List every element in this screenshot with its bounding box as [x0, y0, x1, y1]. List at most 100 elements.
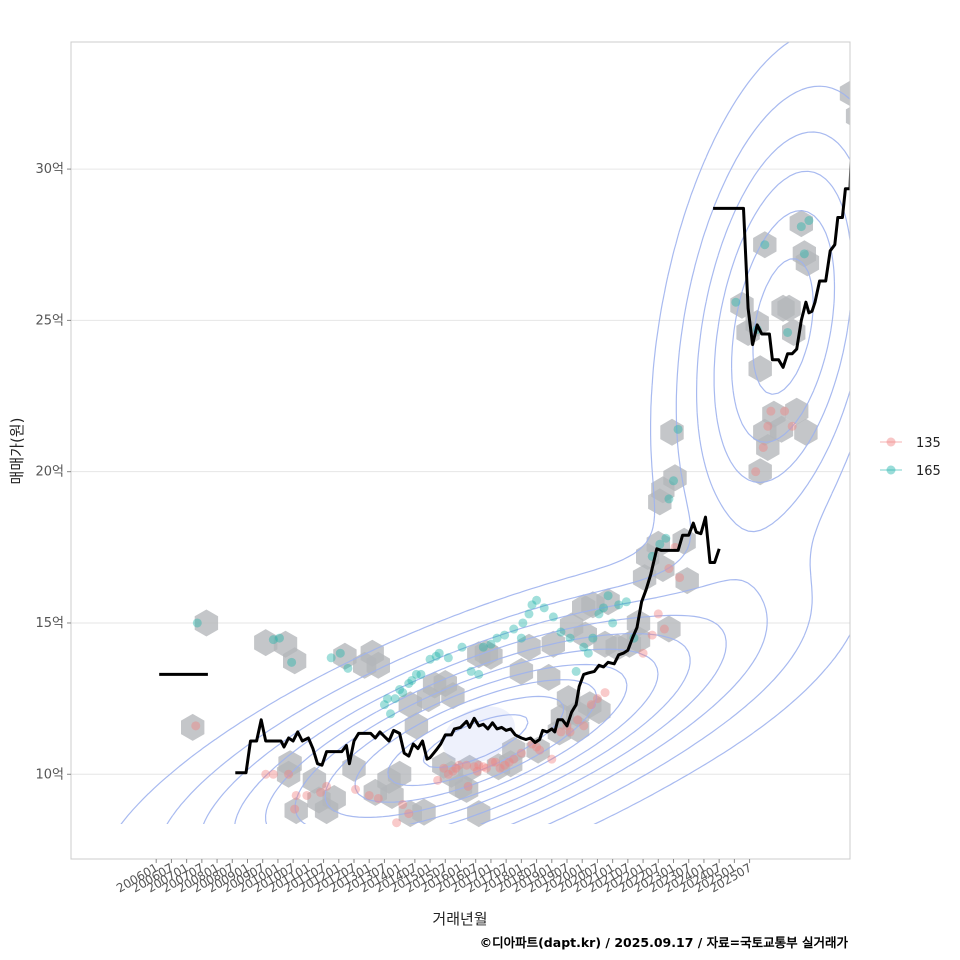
point-165	[509, 624, 519, 634]
density-contour	[354, 679, 598, 803]
hexbin-cell	[283, 647, 307, 675]
point-165	[382, 694, 392, 704]
point-135	[478, 762, 488, 772]
point-135	[516, 748, 526, 758]
point-165	[664, 494, 674, 504]
point-165	[390, 694, 400, 704]
y-tick-label: 15억	[35, 616, 64, 631]
hexbin-cell	[839, 80, 850, 107]
point-135	[463, 781, 473, 791]
point-135	[766, 406, 776, 416]
point-165	[516, 633, 526, 643]
hexbin-cell	[587, 697, 611, 725]
hexbin-cell	[194, 609, 219, 637]
density-contour	[265, 210, 836, 824]
point-135	[351, 784, 361, 794]
point-165	[804, 216, 814, 226]
x-axis-ticks: 2006012006072007012007072008012008072009…	[114, 859, 754, 896]
density-core	[442, 706, 515, 764]
point-135	[364, 790, 374, 800]
point-135	[758, 442, 768, 452]
point-165	[274, 633, 284, 643]
legend-label-165: 165	[916, 464, 941, 479]
point-135	[675, 573, 685, 583]
point-165	[621, 597, 631, 607]
legend: 135 165	[880, 436, 941, 479]
point-165	[850, 89, 859, 98]
point-135	[647, 630, 657, 640]
point-165	[474, 669, 484, 679]
point-165	[783, 327, 793, 337]
point-135	[638, 648, 648, 658]
point-165	[579, 642, 589, 652]
legend-key-dot-135	[886, 437, 896, 447]
point-135	[532, 742, 542, 752]
point-135	[268, 769, 278, 779]
point-165	[425, 654, 435, 664]
point-135	[474, 760, 484, 770]
hexbin-cell	[284, 797, 308, 825]
point-135	[573, 715, 583, 725]
hexbin-cell	[573, 621, 597, 649]
point-135	[659, 624, 669, 634]
point-135	[439, 763, 449, 773]
point-165	[395, 685, 405, 695]
point-135	[579, 721, 589, 731]
point-135	[495, 763, 505, 773]
point-135	[443, 769, 453, 779]
legend-key-dot-165	[886, 465, 896, 475]
point-135	[469, 762, 479, 772]
point-135	[547, 754, 557, 764]
point-135	[763, 421, 773, 431]
point-165	[760, 240, 770, 250]
hexbin-cell	[777, 294, 801, 322]
hexbin-cell	[795, 249, 820, 277]
hexbin-cell	[181, 713, 205, 741]
point-165	[326, 653, 336, 663]
point-135	[302, 790, 312, 800]
y-axis-ticks: 10억 15억 20억 25억 30억	[35, 162, 71, 782]
point-165	[268, 635, 278, 645]
point-165	[492, 633, 502, 643]
point-165	[565, 633, 575, 643]
point-135	[600, 688, 610, 698]
point-165	[486, 639, 496, 649]
point-165	[466, 666, 476, 676]
point-165	[655, 539, 665, 549]
point-135	[787, 421, 797, 431]
point-165	[527, 600, 537, 610]
hexbin-cell	[254, 629, 278, 657]
point-135	[261, 769, 271, 779]
point-165	[287, 657, 297, 667]
point-165	[608, 618, 618, 628]
point-165	[518, 618, 528, 628]
point-165	[796, 222, 806, 232]
hexbin-cell	[566, 715, 590, 743]
point-135	[404, 809, 414, 819]
y-tick-label: 10억	[35, 767, 64, 782]
density-contour	[324, 663, 628, 818]
point-165	[411, 669, 421, 679]
hexbin-cell	[748, 355, 772, 383]
point-165	[548, 612, 558, 622]
point-135	[565, 727, 575, 737]
price-line-segment	[713, 147, 850, 369]
point-165	[379, 700, 389, 710]
point-165	[673, 424, 683, 434]
point-165	[583, 648, 593, 658]
point-165	[443, 653, 453, 663]
point-165	[524, 609, 534, 619]
point-135	[191, 721, 201, 731]
point-135	[500, 760, 510, 770]
point-135	[322, 781, 332, 791]
point-165	[661, 533, 671, 543]
point-165	[571, 666, 581, 676]
y-tick-label: 20억	[35, 465, 64, 480]
hexbin-cell	[789, 210, 813, 238]
price-line-segment	[235, 515, 721, 775]
hexbin-cell	[748, 458, 772, 486]
point-165	[603, 591, 613, 601]
point-135	[780, 406, 790, 416]
point-135	[664, 564, 674, 574]
